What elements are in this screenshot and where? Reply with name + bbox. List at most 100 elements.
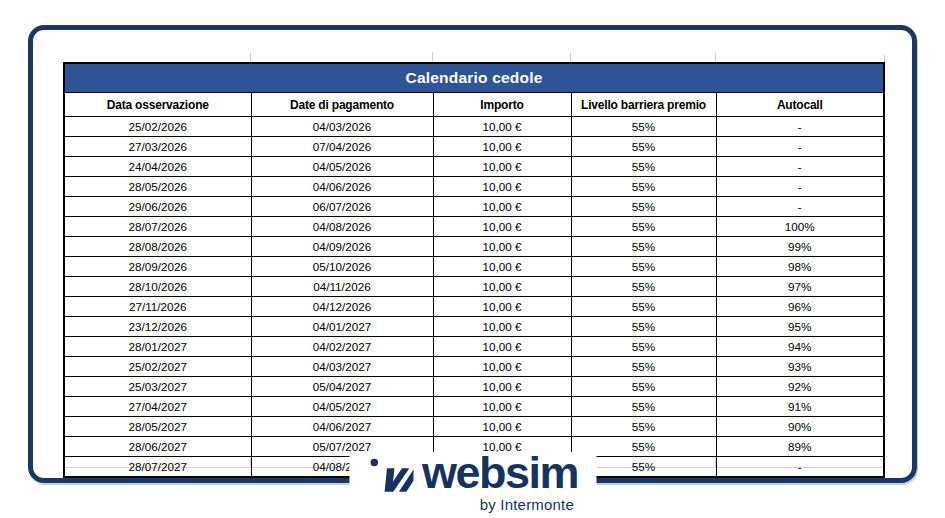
cell-date-di-pagamento: 04/02/2027	[251, 337, 433, 357]
column-header-data-osservazione: Data osservazione	[64, 93, 251, 117]
cell-date-di-pagamento: 04/05/2027	[251, 397, 433, 417]
cell-livello-barriera-premio: 55%	[571, 397, 716, 417]
column-header-autocall: Autocall	[716, 93, 884, 117]
cell-importo: 10,00 €	[433, 297, 571, 317]
cell-livello-barriera-premio: 55%	[571, 257, 716, 277]
cell-importo: 10,00 €	[433, 317, 571, 337]
logo-byline: by Intermonte	[367, 496, 578, 513]
cell-autocall: 93%	[716, 357, 884, 377]
cell-data-osservazione: 28/09/2026	[64, 257, 251, 277]
cell-data-osservazione: 27/04/2027	[64, 397, 251, 417]
cell-livello-barriera-premio: 55%	[571, 157, 716, 177]
cell-date-di-pagamento: 04/03/2027	[251, 357, 433, 377]
cell-data-osservazione: 25/02/2027	[64, 357, 251, 377]
cell-importo: 10,00 €	[433, 257, 571, 277]
cell-autocall: -	[716, 197, 884, 217]
cell-autocall: -	[716, 177, 884, 197]
table-row: 28/07/2026 04/08/2026 10,00 € 55% 100%	[64, 217, 884, 237]
websim-logo-mark	[367, 454, 413, 496]
table-row: 28/09/2026 05/10/2026 10,00 € 55% 98%	[64, 257, 884, 277]
table-body: 25/02/2026 04/03/2026 10,00 € 55% - 27/0…	[64, 117, 884, 478]
cell-livello-barriera-premio: 55%	[571, 197, 716, 217]
cell-importo: 10,00 €	[433, 377, 571, 397]
table-row: 27/04/2027 04/05/2027 10,00 € 55% 91%	[64, 397, 884, 417]
cell-livello-barriera-premio: 55%	[571, 377, 716, 397]
cell-data-osservazione: 27/03/2026	[64, 137, 251, 157]
cell-date-di-pagamento: 04/12/2026	[251, 297, 433, 317]
table-row: 28/10/2026 04/11/2026 10,00 € 55% 97%	[64, 277, 884, 297]
cell-livello-barriera-premio: 55%	[571, 297, 716, 317]
column-header-importo: Importo	[433, 93, 571, 117]
cell-autocall: 99%	[716, 237, 884, 257]
cell-livello-barriera-premio: 55%	[571, 177, 716, 197]
cell-data-osservazione: 27/11/2026	[64, 297, 251, 317]
column-header-date-di-pagamento: Date di pagamento	[251, 93, 433, 117]
table-title-row: Calendario cedole	[64, 63, 884, 93]
cell-autocall: 95%	[716, 317, 884, 337]
table-title: Calendario cedole	[64, 63, 884, 93]
cell-autocall: -	[716, 137, 884, 157]
cell-data-osservazione: 28/10/2026	[64, 277, 251, 297]
cell-importo: 10,00 €	[433, 417, 571, 437]
table-row: 27/11/2026 04/12/2026 10,00 € 55% 96%	[64, 297, 884, 317]
cell-data-osservazione: 28/05/2026	[64, 177, 251, 197]
cell-autocall: 89%	[716, 437, 884, 457]
cell-livello-barriera-premio: 55%	[571, 417, 716, 437]
gridline	[715, 52, 716, 62]
cell-data-osservazione: 28/07/2027	[64, 457, 251, 478]
table-row: 28/05/2027 04/06/2027 10,00 € 55% 90%	[64, 417, 884, 437]
gridline	[250, 52, 251, 62]
table-header-row: Data osservazione Date di pagamento Impo…	[64, 93, 884, 117]
cell-importo: 10,00 €	[433, 137, 571, 157]
cell-autocall: 98%	[716, 257, 884, 277]
cell-autocall: -	[716, 117, 884, 137]
table-row: 25/03/2027 05/04/2027 10,00 € 55% 92%	[64, 377, 884, 397]
cell-importo: 10,00 €	[433, 357, 571, 377]
cell-autocall: 91%	[716, 397, 884, 417]
cell-date-di-pagamento: 04/09/2026	[251, 237, 433, 257]
cell-data-osservazione: 25/03/2027	[64, 377, 251, 397]
cell-data-osservazione: 23/12/2026	[64, 317, 251, 337]
cell-date-di-pagamento: 04/05/2026	[251, 157, 433, 177]
cell-importo: 10,00 €	[433, 217, 571, 237]
cell-autocall: 92%	[716, 377, 884, 397]
cell-date-di-pagamento: 04/01/2027	[251, 317, 433, 337]
cell-importo: 10,00 €	[433, 177, 571, 197]
cell-date-di-pagamento: 05/10/2026	[251, 257, 433, 277]
table-row: 25/02/2026 04/03/2026 10,00 € 55% -	[64, 117, 884, 137]
cell-livello-barriera-premio: 55%	[571, 277, 716, 297]
cell-autocall: -	[716, 457, 884, 478]
cell-data-osservazione: 25/02/2026	[64, 117, 251, 137]
cell-data-osservazione: 29/06/2026	[64, 197, 251, 217]
table-row: 23/12/2026 04/01/2027 10,00 € 55% 95%	[64, 317, 884, 337]
cell-autocall: 97%	[716, 277, 884, 297]
table-row: 28/08/2026 04/09/2026 10,00 € 55% 99%	[64, 237, 884, 257]
cell-importo: 10,00 €	[433, 397, 571, 417]
cell-data-osservazione: 28/08/2026	[64, 237, 251, 257]
table-row: 24/04/2026 04/05/2026 10,00 € 55% -	[64, 157, 884, 177]
cell-date-di-pagamento: 04/06/2027	[251, 417, 433, 437]
cell-data-osservazione: 28/01/2027	[64, 337, 251, 357]
cell-autocall: 96%	[716, 297, 884, 317]
table-row: 28/05/2026 04/06/2026 10,00 € 55% -	[64, 177, 884, 197]
cell-autocall: -	[716, 157, 884, 177]
cell-autocall: 100%	[716, 217, 884, 237]
cell-livello-barriera-premio: 55%	[571, 137, 716, 157]
cell-livello-barriera-premio: 55%	[571, 337, 716, 357]
cell-date-di-pagamento: 04/11/2026	[251, 277, 433, 297]
coupon-calendar-table: Calendario cedole Data osservazione Date…	[63, 62, 885, 478]
cell-importo: 10,00 €	[433, 237, 571, 257]
cell-livello-barriera-premio: 55%	[571, 117, 716, 137]
cell-importo: 10,00 €	[433, 337, 571, 357]
gridline	[432, 52, 433, 62]
cell-date-di-pagamento: 04/06/2026	[251, 177, 433, 197]
cell-autocall: 90%	[716, 417, 884, 437]
cell-data-osservazione: 28/07/2026	[64, 217, 251, 237]
table-row: 28/01/2027 04/02/2027 10,00 € 55% 94%	[64, 337, 884, 357]
cell-date-di-pagamento: 07/04/2026	[251, 137, 433, 157]
websim-logo: websim by Intermonte	[349, 452, 596, 513]
cell-date-di-pagamento: 04/03/2026	[251, 117, 433, 137]
cell-data-osservazione: 24/04/2026	[64, 157, 251, 177]
cell-importo: 10,00 €	[433, 117, 571, 137]
column-header-livello-barriera-premio: Livello barriera premio	[571, 93, 716, 117]
